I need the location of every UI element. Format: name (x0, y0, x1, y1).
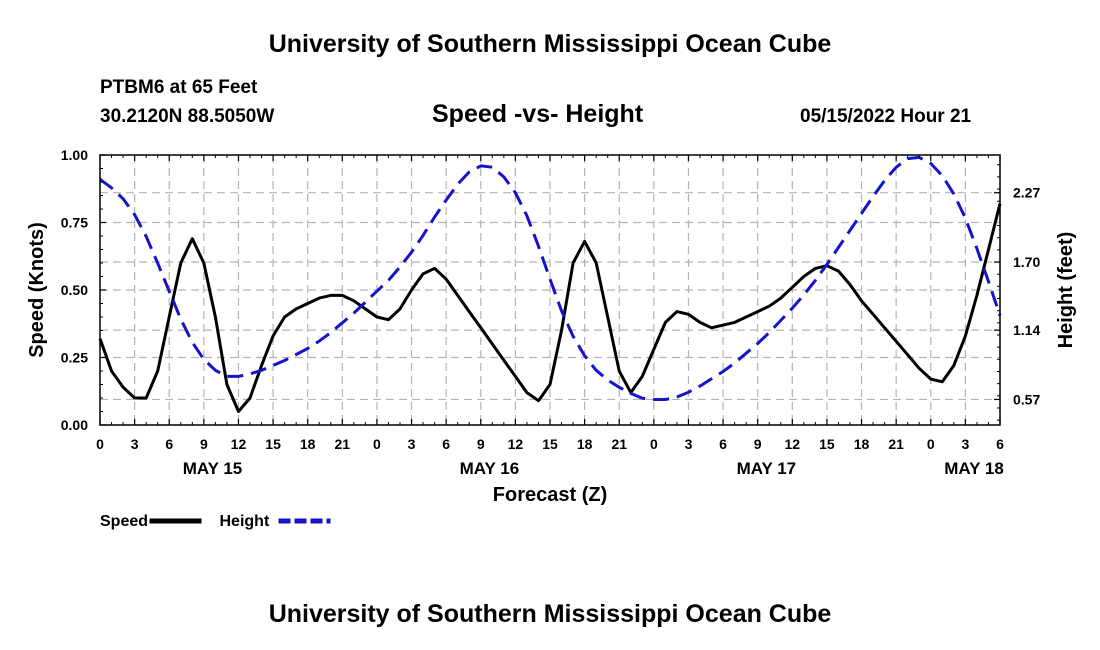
y-tick-label: 0.25 (61, 350, 88, 366)
x-tick-label: 9 (754, 436, 762, 452)
forecast-datetime: 05/15/2022 Hour 21 (800, 106, 972, 127)
x-tick-label: 0 (373, 436, 381, 452)
legend-label-speed: Speed (100, 513, 148, 530)
x-tick-label: 9 (200, 436, 208, 452)
x-tick-label: 3 (131, 436, 139, 452)
y-axis-title: Speed (Knots) (26, 222, 48, 358)
legend-label-height: Height (220, 513, 270, 530)
date-label: MAY 17 (737, 459, 797, 478)
x-tick-label: 18 (577, 436, 593, 452)
footer-title: University of Southern Mississippi Ocean… (268, 600, 832, 628)
x-tick-label: 3 (685, 436, 693, 452)
x-tick-label: 21 (888, 436, 904, 452)
y2-tick-label: 1.14 (1013, 322, 1040, 338)
x-tick-label: 18 (854, 436, 870, 452)
page-title: University of Southern Mississippi Ocean… (268, 30, 832, 58)
x-tick-label: 21 (335, 436, 351, 452)
x-tick-label: 15 (819, 436, 835, 452)
y2-tick-label: 0.57 (1013, 391, 1040, 407)
x-tick-label: 3 (961, 436, 969, 452)
station-coordinates: 30.2120N 88.5050W (100, 106, 275, 127)
y-tick-label: 0.50 (61, 282, 88, 298)
x-tick-label: 9 (477, 436, 485, 452)
date-label: MAY 15 (183, 459, 243, 478)
x-tick-label: 6 (719, 436, 727, 452)
date-label: MAY 16 (460, 459, 520, 478)
x-tick-label: 15 (542, 436, 558, 452)
series-line-height (99, 155, 1002, 401)
date-label: MAY 18 (944, 459, 1004, 478)
chart-subtitle: Speed -vs- Height (432, 100, 644, 128)
x-tick-label: 18 (300, 436, 316, 452)
legend: Speed Height (100, 513, 331, 530)
x-tick-label: 21 (611, 436, 627, 452)
x-tick-label: 0 (927, 436, 935, 452)
x-tick-label: 0 (650, 436, 658, 452)
axes: 0 3 6 9 12 15 18 21 0 3 6 9 12 15 18 21 0 3 6 9 12 15 18 21 0 3 6M… (26, 147, 1077, 506)
x-tick-label: 12 (785, 436, 801, 452)
station-label: PTBM6 at 65 Feet (100, 77, 258, 98)
x-axis-title: Forecast (Z) (493, 484, 607, 506)
x-tick-label: 15 (265, 436, 281, 452)
y-tick-label: 1.00 (61, 147, 88, 163)
x-tick-label: 0 (96, 436, 104, 452)
x-tick-label: 12 (508, 436, 524, 452)
y2-tick-label: 1.70 (1013, 254, 1040, 270)
x-tick-label: 12 (231, 436, 247, 452)
x-tick-label: 3 (408, 436, 416, 452)
y2-tick-label: 2.27 (1013, 185, 1040, 201)
x-tick-label: 6 (165, 436, 173, 452)
series-layer (98, 155, 1002, 413)
y-tick-label: 0.75 (61, 215, 88, 231)
series-line-speed (98, 203, 1002, 413)
x-tick-label: 6 (442, 436, 450, 452)
y-tick-label: 0.00 (61, 417, 88, 433)
x-tick-label: 6 (996, 436, 1004, 452)
y2-axis-title: Height (feet) (1055, 232, 1077, 349)
